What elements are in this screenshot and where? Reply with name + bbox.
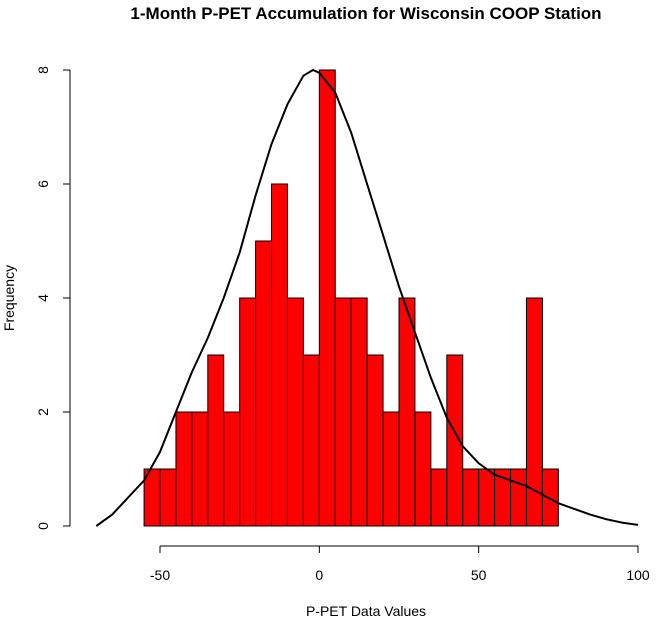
histogram-bar: [302, 354, 320, 527]
y-tick-label: 6: [35, 180, 51, 188]
histogram-bar: [525, 297, 543, 527]
x-tick-label: 100: [626, 567, 650, 583]
histogram-bar: [398, 297, 416, 527]
chart-title: 1-Month P-PET Accumulation for Wisconsin…: [130, 4, 601, 23]
x-axis: -50 0 50 100: [150, 545, 650, 583]
histogram-bar: [446, 354, 464, 527]
histogram-bar: [414, 411, 432, 527]
histogram-bar: [382, 411, 400, 527]
histogram-bar: [541, 468, 559, 527]
histogram-bar: [159, 468, 177, 527]
histogram-bar: [239, 297, 257, 527]
histogram-bar: [350, 297, 368, 527]
x-tick-label: -50: [150, 567, 170, 583]
x-tick-label: 0: [315, 567, 323, 583]
histogram-bar: [271, 183, 288, 527]
histogram-bar: [478, 468, 496, 527]
histogram-bar: [207, 354, 225, 527]
histogram-bar: [318, 69, 336, 527]
histogram-bar: [286, 297, 304, 527]
y-axis: 0 2 4 6 8: [35, 66, 71, 530]
y-tick-label: 0: [35, 522, 51, 530]
y-tick-label: 8: [35, 66, 51, 74]
y-tick-label: 2: [35, 408, 51, 416]
x-tick-label: 50: [471, 567, 487, 583]
histogram-bar: [175, 411, 193, 527]
histogram-bar: [223, 411, 241, 527]
bars-group: [143, 69, 559, 527]
histogram-bar: [334, 297, 352, 527]
density-curve: [95, 68, 639, 527]
x-axis-label: P-PET Data Values: [306, 603, 426, 619]
histogram-bar: [366, 354, 384, 527]
histogram-bar: [191, 411, 209, 527]
histogram-bar: [510, 468, 527, 527]
histogram-bar: [462, 468, 480, 527]
histogram-bar: [430, 468, 448, 527]
histogram-bar: [255, 240, 273, 527]
y-axis-label: Frequency: [1, 265, 17, 331]
curve-group: [95, 68, 639, 527]
y-tick-label: 4: [35, 294, 51, 302]
